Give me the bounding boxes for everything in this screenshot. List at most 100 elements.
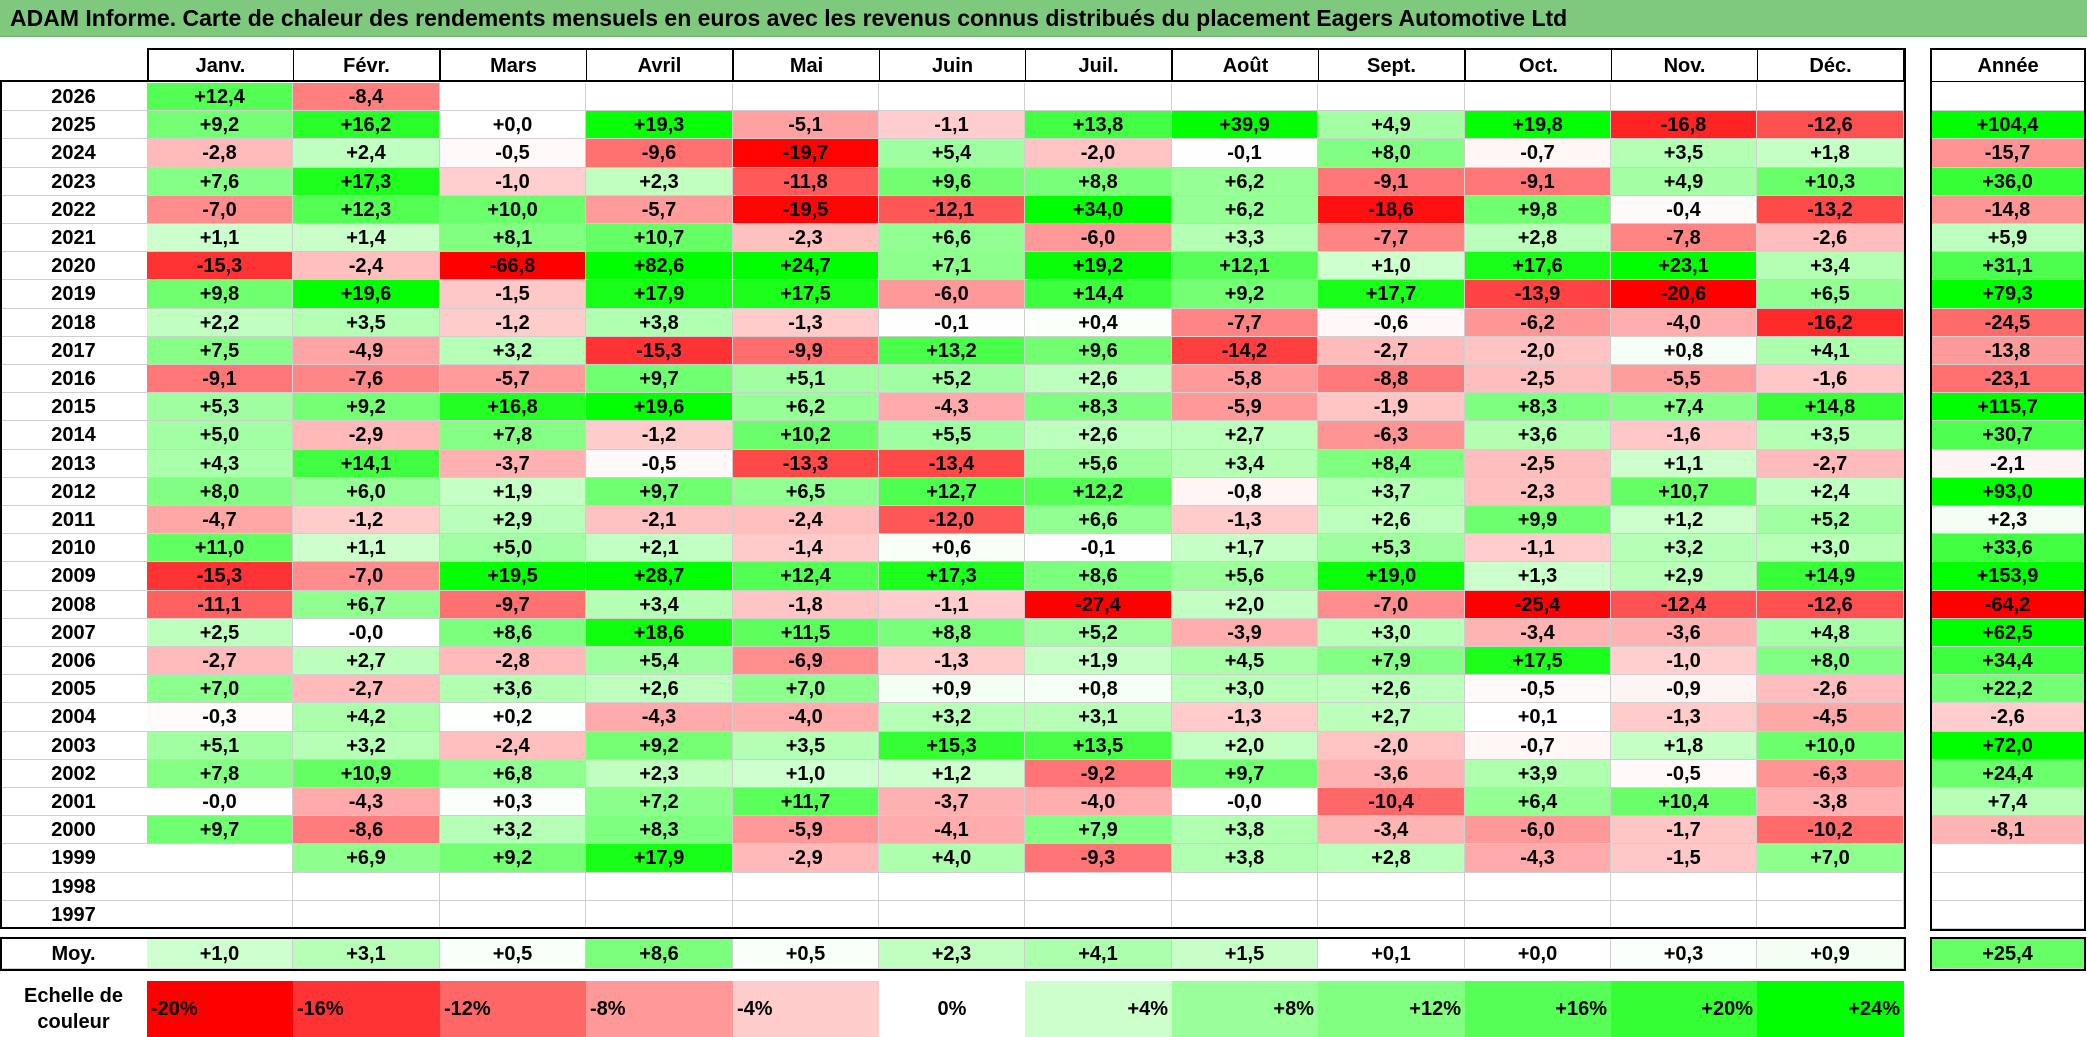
annual-cell: +22,2 xyxy=(1930,675,2086,703)
heat-cell: +1,0 xyxy=(733,760,879,788)
scale-swatch: -16% xyxy=(293,981,440,1037)
heat-cell: +7,5 xyxy=(147,337,293,365)
heat-cell: +3,4 xyxy=(1757,252,1904,280)
heat-cell: +8,3 xyxy=(586,816,733,844)
heat-cell: -6,0 xyxy=(1465,816,1611,844)
heat-cell: +10,0 xyxy=(1757,732,1904,760)
average-cell: +0,9 xyxy=(1757,939,1904,969)
heat-cell: -7,7 xyxy=(1318,224,1465,252)
heat-cell: +17,6 xyxy=(1465,252,1611,280)
heat-cell: -1,8 xyxy=(733,591,879,619)
heat-cell: +3,6 xyxy=(1465,421,1611,450)
heat-cell: +1,3 xyxy=(1465,562,1611,591)
heat-cell: -1,0 xyxy=(1611,647,1757,675)
heat-cell: +8,6 xyxy=(1025,562,1172,591)
heat-cell: +18,6 xyxy=(586,619,733,647)
heat-cell: +6,0 xyxy=(293,478,440,506)
heat-cell: +6,7 xyxy=(293,591,440,619)
heat-cell: +7,0 xyxy=(1757,844,1904,873)
heat-cell: -10,2 xyxy=(1757,816,1904,844)
heat-cell: +7,8 xyxy=(440,421,586,450)
year-label: 2026 xyxy=(0,83,147,111)
heat-cell: +11,7 xyxy=(733,788,879,816)
heat-cell: +2,8 xyxy=(1465,224,1611,252)
heat-cell xyxy=(1318,873,1465,901)
month-header: Oct. xyxy=(1465,48,1612,82)
heat-cell: +17,9 xyxy=(586,844,733,873)
heat-cell: +4,1 xyxy=(1757,337,1904,365)
annual-cell: +93,0 xyxy=(1930,478,2086,506)
heat-cell: +12,3 xyxy=(293,196,440,224)
heat-cell: -1,0 xyxy=(440,168,586,196)
heat-cell: -1,3 xyxy=(1172,506,1318,534)
annual-cell: -2,6 xyxy=(1930,703,2086,732)
heat-cell: +7,0 xyxy=(147,675,293,703)
heat-cell: -6,3 xyxy=(1757,760,1904,788)
heat-cell: +9,2 xyxy=(147,111,293,139)
heat-cell: -0,8 xyxy=(1172,478,1318,506)
heat-cell: +8,0 xyxy=(1757,647,1904,675)
heat-cell: -6,0 xyxy=(1025,224,1172,252)
heat-cell: +5,3 xyxy=(147,393,293,421)
heat-cell: -15,3 xyxy=(586,337,733,365)
heat-cell: -3,6 xyxy=(1611,619,1757,647)
heat-cell: +11,5 xyxy=(733,619,879,647)
heat-cell: -1,7 xyxy=(1611,816,1757,844)
heat-cell xyxy=(1757,83,1904,111)
year-label: 2003 xyxy=(0,732,147,760)
heat-cell: -9,6 xyxy=(586,139,733,168)
heat-cell: +6,8 xyxy=(440,760,586,788)
scale-swatch: -4% xyxy=(733,981,879,1037)
heat-cell: -9,3 xyxy=(1025,844,1172,873)
heat-cell xyxy=(147,873,293,901)
heat-cell: +9,2 xyxy=(1172,280,1318,309)
heat-cell: -11,1 xyxy=(147,591,293,619)
annual-cell: +72,0 xyxy=(1930,732,2086,760)
heat-cell: -4,3 xyxy=(586,703,733,732)
heat-cell: -2,0 xyxy=(1465,337,1611,365)
year-label: 2011 xyxy=(0,506,147,534)
average-cell: +0,5 xyxy=(733,939,879,969)
heat-cell: +2,6 xyxy=(1025,421,1172,450)
heat-cell: -3,7 xyxy=(440,450,586,478)
heat-cell: -9,1 xyxy=(147,365,293,393)
year-label: 1998 xyxy=(0,873,147,901)
heat-cell xyxy=(1172,901,1318,929)
heat-cell: +7,6 xyxy=(147,168,293,196)
heat-cell: -19,7 xyxy=(733,139,879,168)
heat-cell xyxy=(1025,873,1172,901)
heat-cell: +1,2 xyxy=(1611,506,1757,534)
year-label: 2014 xyxy=(0,421,147,450)
heat-cell: +2,9 xyxy=(1611,562,1757,591)
heat-cell: -5,9 xyxy=(1172,393,1318,421)
heat-cell: +4,9 xyxy=(1611,168,1757,196)
heat-cell: +8,8 xyxy=(1025,168,1172,196)
heat-cell: +2,0 xyxy=(1172,591,1318,619)
heat-cell xyxy=(147,901,293,929)
heat-cell: +2,4 xyxy=(293,139,440,168)
heat-cell: +1,8 xyxy=(1757,139,1904,168)
heat-cell: +0,0 xyxy=(440,111,586,139)
heat-cell: -15,3 xyxy=(147,562,293,591)
heat-cell: +5,6 xyxy=(1172,562,1318,591)
heat-cell: -4,9 xyxy=(293,337,440,365)
heat-cell xyxy=(733,83,879,111)
heat-cell: -8,8 xyxy=(1318,365,1465,393)
heat-cell: -1,3 xyxy=(879,647,1025,675)
heat-cell: +6,6 xyxy=(879,224,1025,252)
heat-cell xyxy=(1465,901,1611,929)
heat-cell: -1,1 xyxy=(1465,534,1611,562)
heat-cell: +6,5 xyxy=(1757,280,1904,309)
heat-cell: +9,7 xyxy=(586,365,733,393)
heat-cell: +19,6 xyxy=(293,280,440,309)
heat-cell: -5,9 xyxy=(733,816,879,844)
heat-cell: +2,4 xyxy=(1757,478,1904,506)
heat-cell: -9,1 xyxy=(1465,168,1611,196)
heat-cell: +6,2 xyxy=(1172,196,1318,224)
heat-cell: -7,7 xyxy=(1172,309,1318,337)
heat-cell: +9,7 xyxy=(1172,760,1318,788)
heat-cell: -2,7 xyxy=(1757,450,1904,478)
heat-cell: +4,2 xyxy=(293,703,440,732)
heat-cell: +0,3 xyxy=(440,788,586,816)
annual-cell: -14,8 xyxy=(1930,196,2086,224)
